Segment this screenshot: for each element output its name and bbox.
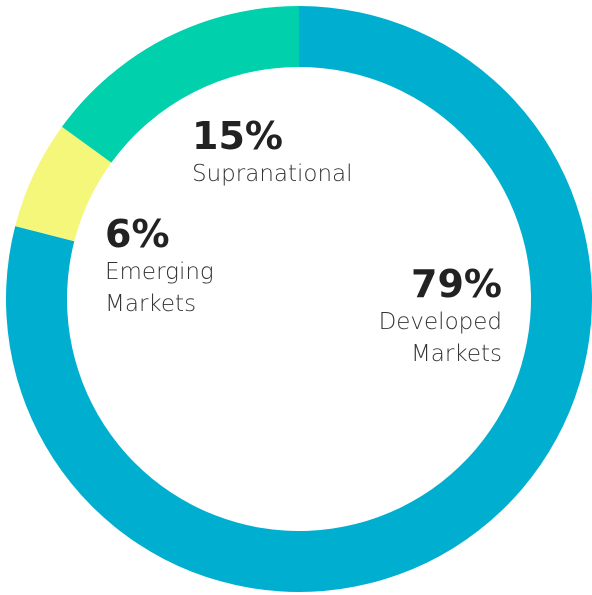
value-label: 15% (192, 114, 283, 158)
value-label: 79% (411, 262, 502, 306)
category-label: Supranational (192, 161, 353, 187)
segment-label: 79% Developed Markets (360, 262, 502, 370)
donut-segment (15, 126, 112, 242)
category-label: Emerging Markets (105, 259, 214, 317)
segment-label: 6% Emerging Markets (105, 212, 245, 320)
value-label: 6% (105, 212, 170, 256)
category-label: Developed Markets (378, 309, 502, 367)
donut-segment (61, 6, 299, 163)
segment-label: 15% Supranational (192, 114, 392, 190)
